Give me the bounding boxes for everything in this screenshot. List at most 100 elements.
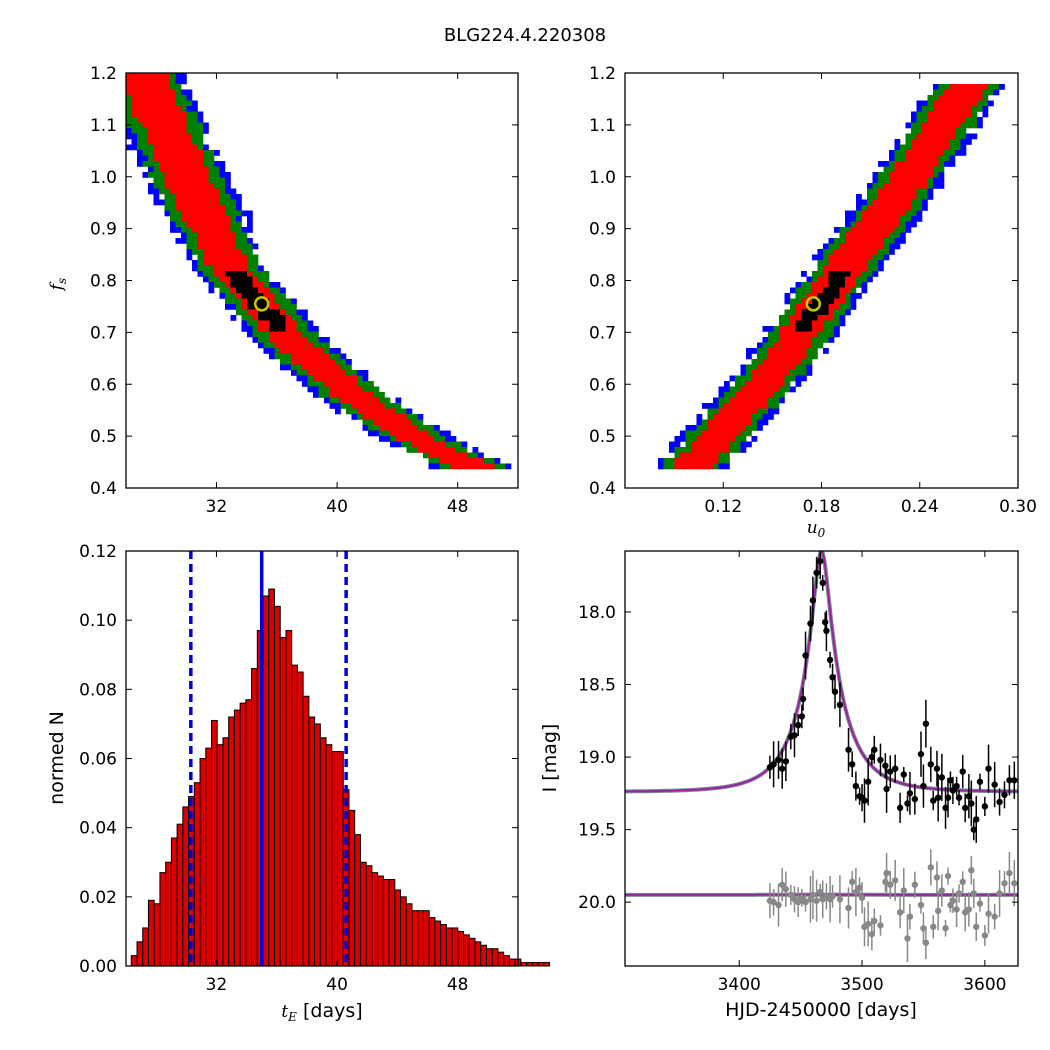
y-tick-label: 0.7 bbox=[90, 323, 117, 343]
density-cell bbox=[197, 166, 204, 173]
density-cell bbox=[938, 144, 945, 151]
data-point bbox=[858, 894, 866, 902]
density-cell bbox=[889, 183, 895, 189]
density-cell bbox=[219, 227, 226, 233]
density-cell bbox=[817, 287, 824, 294]
data-point bbox=[985, 765, 992, 772]
density-cell bbox=[773, 397, 780, 404]
density-cell bbox=[368, 408, 374, 415]
data-point bbox=[817, 557, 824, 565]
histogram-bar bbox=[531, 962, 539, 967]
density-cell bbox=[208, 161, 215, 167]
density-cell bbox=[718, 419, 725, 426]
density-cell bbox=[137, 133, 143, 140]
density-cell bbox=[861, 265, 868, 272]
y-tick-label: 18.0 bbox=[578, 603, 616, 623]
density-cell bbox=[450, 436, 457, 442]
density-cell bbox=[335, 408, 341, 415]
density-cell bbox=[434, 441, 440, 448]
density-cell bbox=[938, 161, 945, 167]
density-cell bbox=[373, 397, 380, 404]
density-cell bbox=[674, 436, 681, 442]
density-cell bbox=[927, 133, 934, 140]
density-cell bbox=[801, 359, 807, 365]
density-cell bbox=[324, 381, 330, 387]
density-cell bbox=[922, 139, 928, 145]
density-cell bbox=[203, 210, 209, 217]
density-cell bbox=[949, 128, 956, 134]
density-cell bbox=[412, 419, 418, 426]
density-cell bbox=[192, 205, 198, 211]
density-cell bbox=[225, 232, 231, 239]
density-cell bbox=[307, 353, 314, 360]
density-cell bbox=[735, 403, 741, 409]
density-cell bbox=[905, 144, 912, 151]
density-cell bbox=[850, 298, 857, 305]
density-cell bbox=[966, 122, 972, 129]
histogram-bar bbox=[468, 937, 476, 967]
density-cell bbox=[362, 370, 369, 376]
density-cell bbox=[258, 331, 264, 338]
density-cell bbox=[784, 309, 791, 316]
data-point bbox=[933, 765, 941, 772]
density-cell bbox=[219, 293, 226, 299]
density-cell bbox=[779, 397, 785, 404]
density-cell bbox=[175, 150, 182, 156]
density-cell bbox=[674, 447, 681, 453]
density-cell bbox=[691, 430, 697, 437]
density-cell bbox=[993, 89, 1000, 96]
density-cell bbox=[795, 320, 802, 327]
density-cell bbox=[773, 359, 780, 365]
density-cell bbox=[340, 364, 347, 371]
data-point bbox=[826, 656, 834, 664]
density-cell bbox=[230, 282, 237, 288]
density-cell bbox=[131, 139, 138, 145]
density-cell bbox=[351, 381, 358, 387]
density-cell bbox=[214, 238, 220, 244]
density-cell bbox=[225, 265, 231, 272]
density-cell bbox=[406, 408, 413, 415]
density-cell bbox=[335, 375, 341, 382]
density-cell bbox=[834, 315, 840, 321]
histogram-bar bbox=[314, 723, 321, 967]
density-cell bbox=[197, 155, 204, 162]
density-cell bbox=[806, 309, 813, 316]
density-cell bbox=[762, 386, 769, 393]
density-cell bbox=[269, 293, 275, 299]
data-point bbox=[779, 765, 786, 772]
density-cell bbox=[773, 364, 780, 371]
density-cell bbox=[762, 353, 769, 360]
density-cell bbox=[412, 441, 418, 448]
density-cell bbox=[900, 155, 906, 162]
density-cell bbox=[949, 161, 956, 167]
y-tick-label: 19.0 bbox=[578, 748, 616, 768]
density-cell bbox=[971, 111, 978, 118]
density-cell bbox=[126, 122, 132, 129]
density-cell bbox=[889, 166, 895, 173]
density-cell bbox=[768, 375, 774, 382]
histogram-bar bbox=[159, 872, 167, 967]
density-cell bbox=[483, 458, 490, 464]
density-cell bbox=[801, 326, 807, 332]
density-cell bbox=[889, 177, 895, 184]
density-cell bbox=[137, 128, 143, 134]
data-point bbox=[1011, 880, 1018, 887]
density-cell bbox=[241, 260, 248, 266]
density-cell bbox=[861, 260, 868, 266]
density-cell bbox=[247, 304, 253, 310]
density-cell bbox=[960, 128, 967, 134]
density-cell bbox=[669, 458, 675, 464]
density-cell bbox=[197, 243, 204, 250]
density-cell bbox=[850, 282, 857, 288]
density-cell bbox=[812, 331, 818, 338]
density-cell bbox=[680, 436, 686, 442]
density-cell bbox=[247, 271, 253, 277]
density-cell bbox=[696, 414, 703, 420]
density-cell bbox=[861, 238, 868, 244]
density-cell bbox=[971, 106, 978, 112]
density-cell bbox=[707, 425, 714, 431]
density-cell bbox=[823, 260, 829, 266]
density-cell bbox=[922, 205, 928, 211]
density-cell bbox=[955, 128, 961, 134]
histogram-bar bbox=[491, 948, 499, 967]
